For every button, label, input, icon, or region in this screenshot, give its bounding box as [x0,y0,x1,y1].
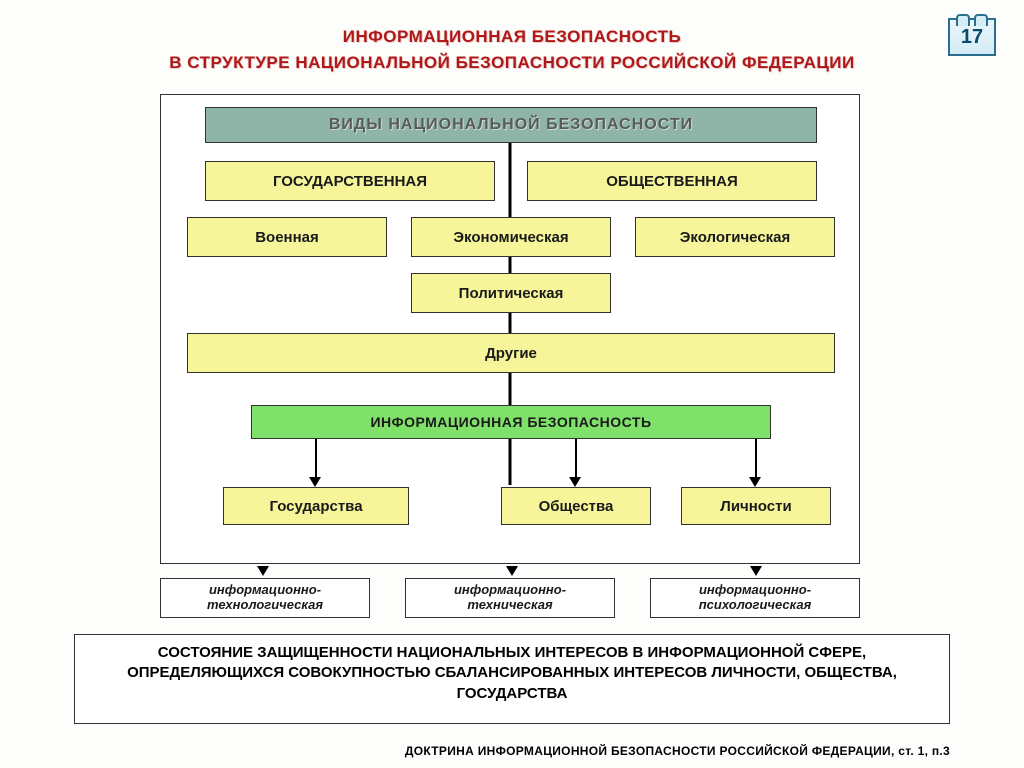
title-line1: ИНФОРМАЦИОННАЯ БЕЗОПАСНОСТЬ [343,27,681,46]
arrow-down-a [257,566,269,576]
header-box: ВИДЫ НАЦИОНАЛЬНОЙ БЕЗОПАСНОСТИ [205,107,817,143]
diagram-frame: ВИДЫ НАЦИОНАЛЬНОЙ БЕЗОПАСНОСТИ ГОСУДАРСТ… [160,94,860,564]
sub-psych: информационно-психологическая [650,578,860,618]
arrow-stem-2 [575,439,577,479]
box-person: Личности [681,487,831,525]
box-infosec: ИНФОРМАЦИОННАЯ БЕЗОПАСНОСТЬ [251,405,771,439]
arrow-head-2 [569,477,581,487]
arrow-head-3 [749,477,761,487]
slide-title: ИНФОРМАЦИОННАЯ БЕЗОПАСНОСТЬ В СТРУКТУРЕ … [0,0,1024,75]
arrow-head-1 [309,477,321,487]
arrow-stem-3 [755,439,757,479]
page-number: 17 [961,26,983,49]
box-society: Общества [501,487,651,525]
box-public: ОБЩЕСТВЕННАЯ [527,161,817,201]
box-military: Военная [187,217,387,257]
box-other: Другие [187,333,835,373]
title-line2: В СТРУКТУРЕ НАЦИОНАЛЬНОЙ БЕЗОПАСНОСТИ РО… [169,53,855,72]
box-state: ГОСУДАРСТВЕННАЯ [205,161,495,201]
arrow-down-c [750,566,762,576]
summary-text: СОСТОЯНИЕ ЗАЩИЩЕННОСТИ НАЦИОНАЛЬНЫХ ИНТЕ… [89,643,935,704]
arrow-down-b [506,566,518,576]
box-gov: Государства [223,487,409,525]
sub-technical: информационно-техническая [405,578,615,618]
box-political: Политическая [411,273,611,313]
citation-text: ДОКТРИНА ИНФОРМАЦИОННОЙ БЕЗОПАСНОСТИ РОС… [405,744,950,758]
sub-category-row: информационно-технологическая информацио… [160,578,860,618]
box-ecological: Экологическая [635,217,835,257]
arrow-stem-1 [315,439,317,479]
summary-box: СОСТОЯНИЕ ЗАЩИЩЕННОСТИ НАЦИОНАЛЬНЫХ ИНТЕ… [74,634,950,724]
sub-tech: информационно-технологическая [160,578,370,618]
box-economic: Экономическая [411,217,611,257]
page-number-badge: 17 [948,18,996,56]
